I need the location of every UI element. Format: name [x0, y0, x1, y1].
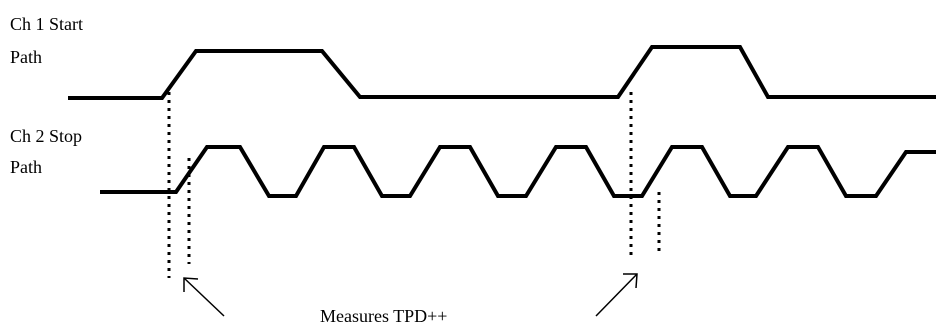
- ch1-label-line1: Ch 1 Start: [10, 14, 84, 34]
- ch2-label-line2: Path: [10, 157, 43, 177]
- ch2-label-line1: Ch 2 Stop: [10, 126, 83, 146]
- arrow-left: [183, 277, 225, 317]
- ch2-waveform: [100, 145, 936, 198]
- ch1-label-line2: Path: [10, 47, 43, 67]
- ch1-waveform: [68, 45, 936, 100]
- measure-caption: Measures TPD++: [320, 306, 448, 326]
- arrow-right: [595, 273, 638, 317]
